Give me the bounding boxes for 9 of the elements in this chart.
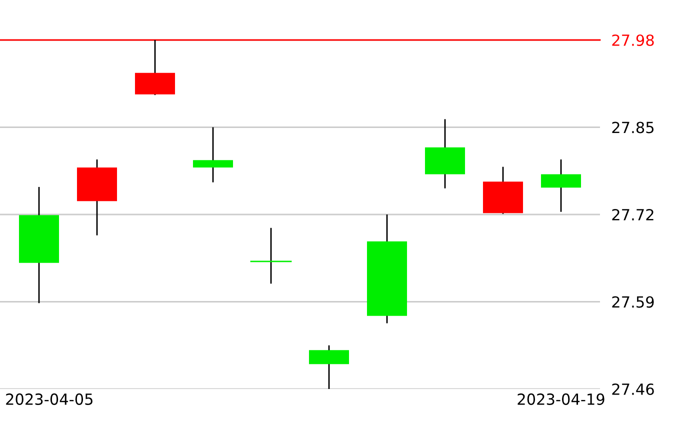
y-tick-label: 27.46 [612, 383, 654, 396]
x-tick-label: 2023-04-19 [518, 393, 604, 405]
x-tick-label: 2023-04-05 [6, 393, 92, 405]
y-tick-label: 27.85 [612, 122, 654, 134]
y-tick-label: 27.98 [612, 34, 654, 46]
y-tick-label: 27.72 [612, 208, 654, 220]
y-tick-label: 27.59 [612, 296, 654, 308]
candlestick [192, 127, 234, 182]
candlestick [250, 228, 292, 284]
